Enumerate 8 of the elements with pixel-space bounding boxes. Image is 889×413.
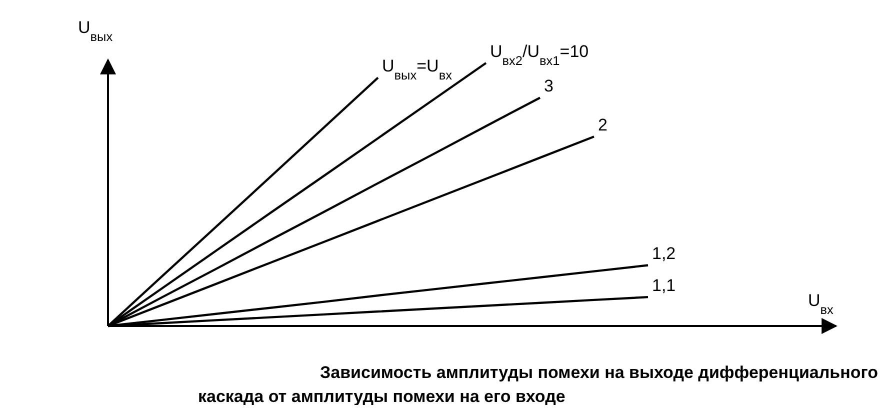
series-label: 2 bbox=[598, 116, 608, 135]
series-label: U$_{вых}$=U$_{вх}$ bbox=[382, 56, 453, 82]
y-axis-title: U$_{вых}$ bbox=[78, 18, 114, 44]
series-label: 3 bbox=[544, 76, 554, 96]
text: U$_{вх}$ bbox=[808, 291, 834, 316]
series-label: U$_{вх2}$/U$_{вх1}$=10 bbox=[490, 42, 589, 68]
series-label: 1,1 bbox=[652, 276, 676, 296]
series-label: 1,2 bbox=[652, 244, 676, 264]
